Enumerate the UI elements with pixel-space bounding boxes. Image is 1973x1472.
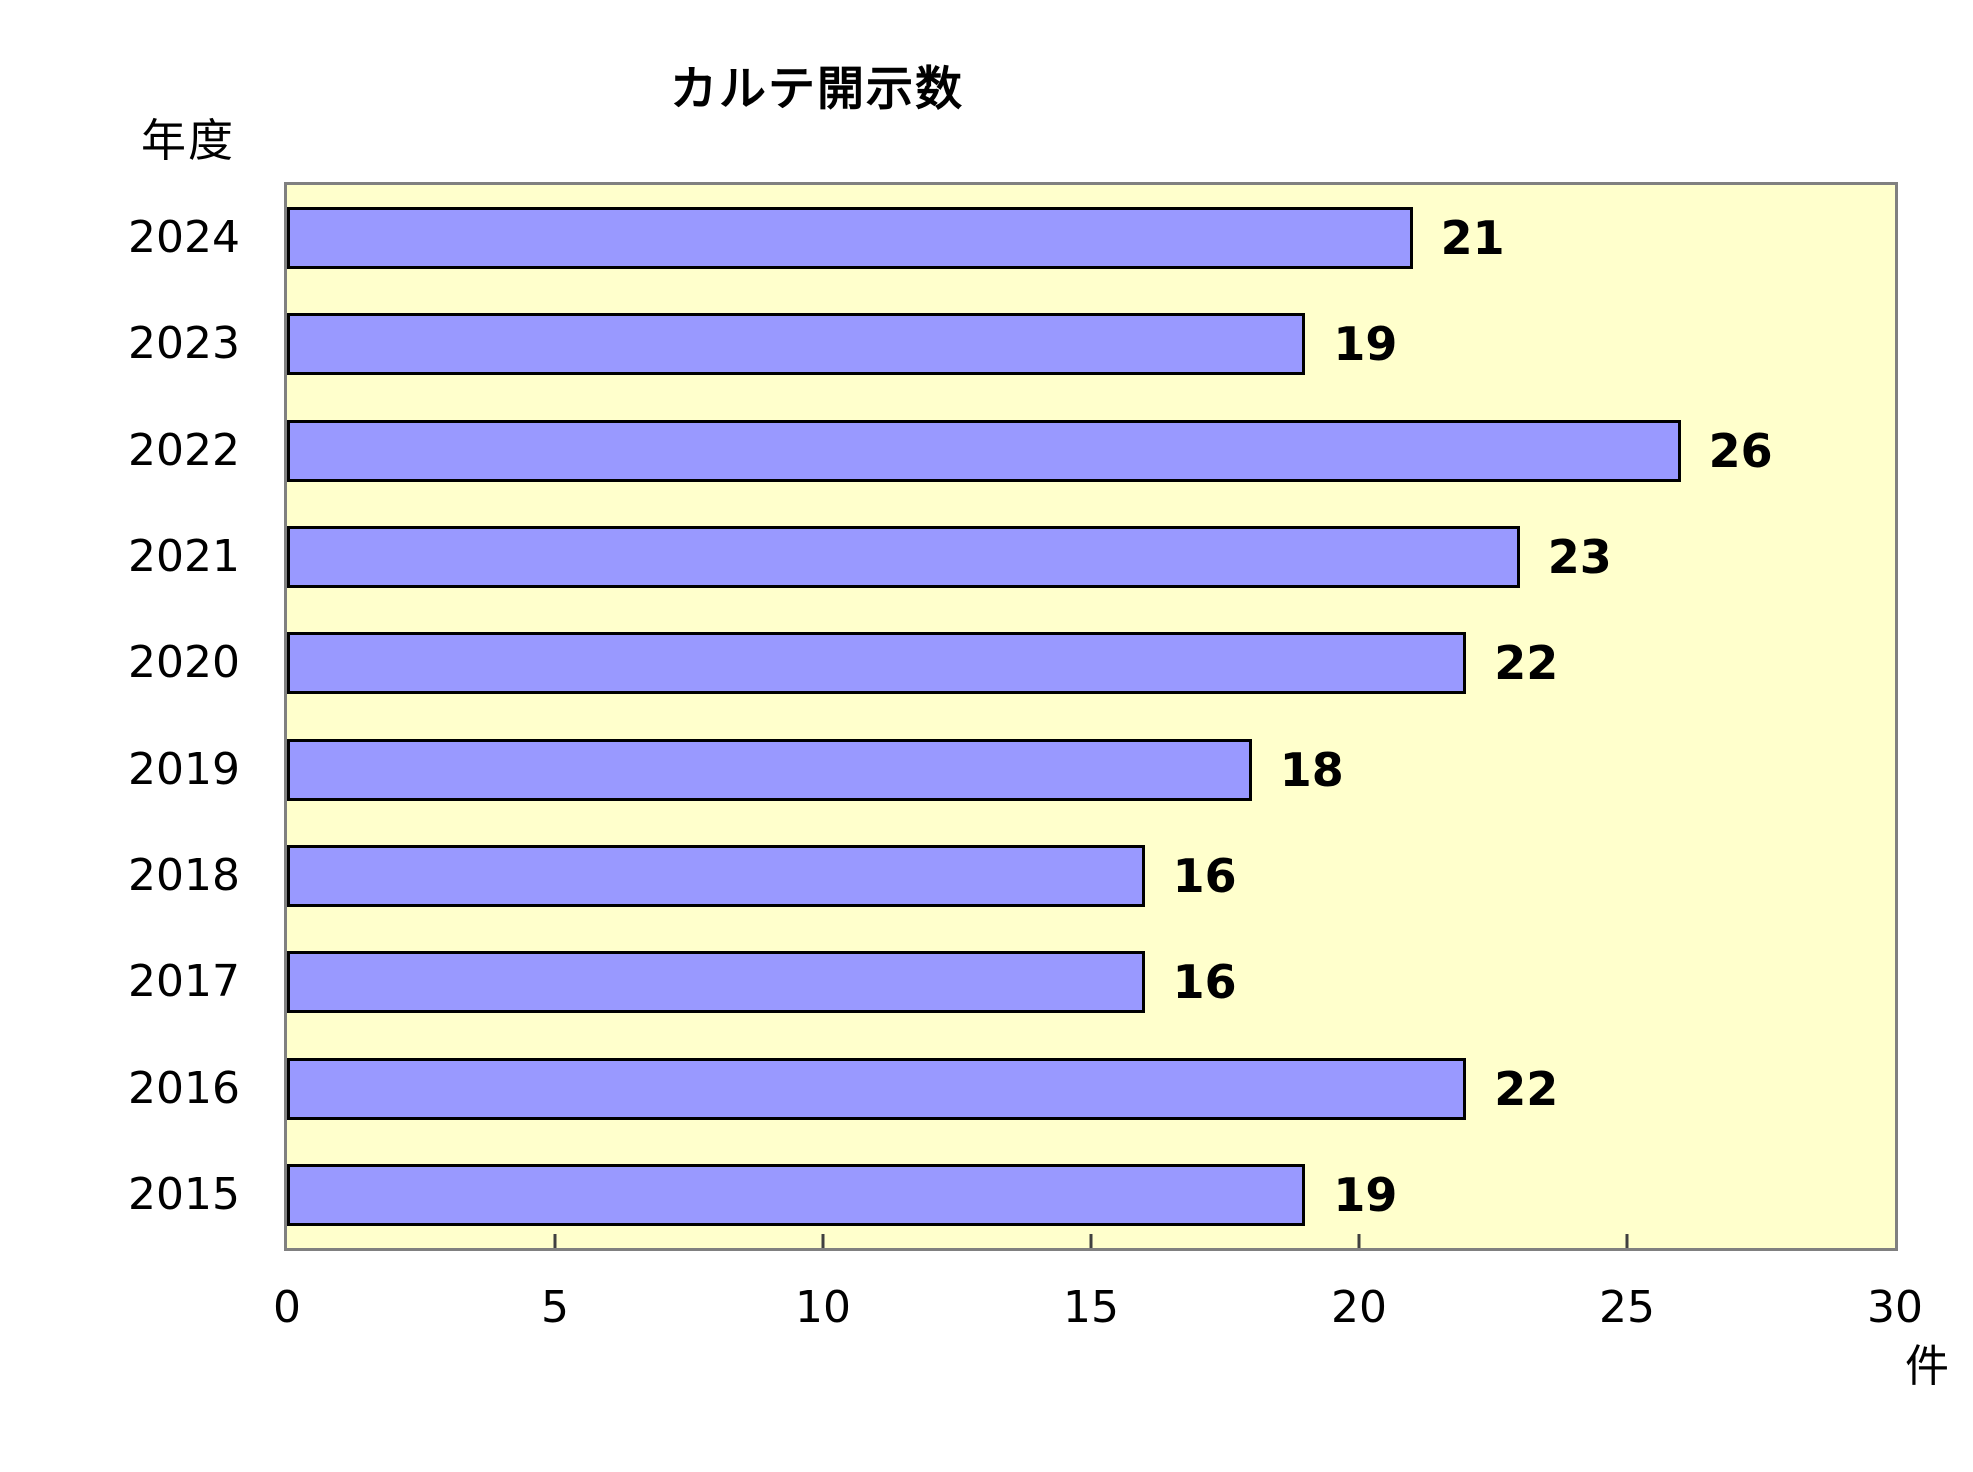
bar-row-2020: 22 — [287, 610, 1895, 716]
x-tick-label-25: 25 — [1599, 1282, 1655, 1333]
x-tick-mark-5 — [553, 1234, 557, 1248]
bar-value-label-2016: 22 — [1494, 1061, 1559, 1116]
bar-2023 — [287, 313, 1306, 376]
category-label-2018: 2018 — [128, 849, 240, 901]
plot-area: 21 19 26 23 22 18 16 16 22 19 — [284, 182, 1898, 1251]
bar-row-2024: 21 — [287, 185, 1895, 291]
x-tick-label-20: 20 — [1331, 1282, 1387, 1333]
x-tick-label-5: 5 — [541, 1282, 569, 1333]
bar-value-label-2018: 16 — [1172, 848, 1237, 903]
category-label-2019: 2019 — [128, 743, 240, 795]
category-label-2023: 2023 — [128, 318, 240, 370]
bar-row-2017: 16 — [287, 929, 1895, 1035]
category-label-2024: 2024 — [128, 212, 240, 264]
bar-value-label-2024: 21 — [1440, 211, 1505, 266]
bar-2021 — [287, 526, 1520, 589]
bar-2022 — [287, 419, 1681, 482]
bar-row-2023: 19 — [287, 291, 1895, 397]
y-axis-label: 年度 — [141, 114, 236, 167]
x-tick-mark-15 — [1089, 1234, 1093, 1248]
bar-row-2016: 22 — [287, 1035, 1895, 1141]
bar-2017 — [287, 951, 1145, 1014]
bar-row-2018: 16 — [287, 823, 1895, 929]
category-label-2022: 2022 — [128, 424, 240, 476]
bar-row-2021: 23 — [287, 504, 1895, 610]
bar-2019 — [287, 738, 1252, 801]
bar-2015 — [287, 1163, 1306, 1226]
bar-row-2015: 19 — [287, 1142, 1895, 1248]
x-tick-mark-20 — [1357, 1234, 1361, 1248]
bar-value-label-2019: 18 — [1279, 742, 1344, 797]
x-tick-label-30: 30 — [1867, 1282, 1923, 1333]
x-tick-label-10: 10 — [795, 1282, 851, 1333]
category-label-2017: 2017 — [128, 956, 240, 1008]
bar-value-label-2023: 19 — [1333, 317, 1398, 372]
bar-2018 — [287, 844, 1145, 907]
x-tick-mark-10 — [821, 1234, 825, 1248]
bar-value-label-2017: 16 — [1172, 955, 1237, 1010]
chart-title: カルテ開示数 — [670, 62, 964, 117]
bar-2020 — [287, 632, 1467, 695]
x-tick-mark-25 — [1625, 1234, 1629, 1248]
category-axis-labels: 2024 2023 2022 2021 2020 2019 2018 2017 2016 2015 — [40, 185, 240, 1248]
bar-2016 — [287, 1057, 1467, 1120]
bar-value-label-2021: 23 — [1547, 530, 1612, 585]
category-label-2021: 2021 — [128, 531, 240, 583]
bar-row-2019: 18 — [287, 716, 1895, 822]
bar-2024 — [287, 207, 1413, 270]
x-axis-unit-label: 件 — [1905, 1341, 1949, 1392]
bar-value-label-2022: 26 — [1708, 423, 1773, 478]
bar-value-label-2015: 19 — [1333, 1167, 1398, 1222]
category-label-2020: 2020 — [128, 637, 240, 689]
bar-value-label-2020: 22 — [1494, 636, 1559, 691]
x-tick-label-0: 0 — [273, 1282, 301, 1333]
category-label-2016: 2016 — [128, 1062, 240, 1114]
x-tick-label-15: 15 — [1063, 1282, 1119, 1333]
bar-row-2022: 26 — [287, 398, 1895, 504]
category-label-2015: 2015 — [128, 1168, 240, 1220]
